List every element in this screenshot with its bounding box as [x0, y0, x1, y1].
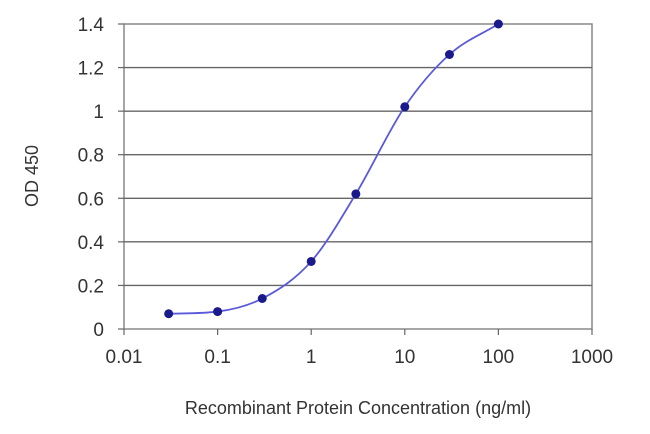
grid-lines: [124, 66, 592, 287]
plot-frame: [123, 23, 593, 330]
y-tick-label: 0.2: [78, 276, 104, 297]
data-point: [213, 307, 223, 317]
y-axis-ticks: 0 0.2 0.4 0.6 0.8 1 1.2 1.4: [78, 15, 124, 341]
y-axis-title: OD 450: [22, 145, 42, 207]
y-tick-label: 1.4: [78, 15, 105, 36]
data-point: [351, 189, 361, 199]
y-tick-label: 0.4: [78, 233, 105, 254]
x-axis-ticks: 0.01 0.1 1 10 100 1000: [106, 329, 613, 368]
y-tick-label: 0: [93, 320, 104, 341]
plot-area: [123, 23, 593, 330]
data-point: [444, 50, 454, 59]
data-point: [400, 102, 410, 112]
y-tick-label: 0.6: [78, 189, 104, 210]
x-tick-label: 100: [483, 347, 515, 368]
y-tick-label: 0.8: [78, 146, 104, 167]
fitted-curve: [168, 23, 499, 315]
x-tick-label: 0.1: [204, 347, 230, 368]
data-point: [493, 19, 503, 29]
curve-line: [168, 23, 499, 315]
x-tick-label: 1: [306, 347, 317, 368]
x-axis-title: Recombinant Protein Concentration (ng/ml…: [185, 398, 531, 418]
data-point: [257, 294, 267, 303]
y-tick-label: 1.2: [78, 59, 104, 80]
y-tick-label: 1: [93, 102, 104, 123]
x-tick-label: 1000: [571, 347, 613, 368]
x-tick-label: 10: [394, 347, 415, 368]
data-point: [164, 309, 174, 319]
data-point: [306, 256, 316, 266]
x-tick-label: 0.01: [106, 347, 143, 368]
data-points: [164, 19, 503, 319]
